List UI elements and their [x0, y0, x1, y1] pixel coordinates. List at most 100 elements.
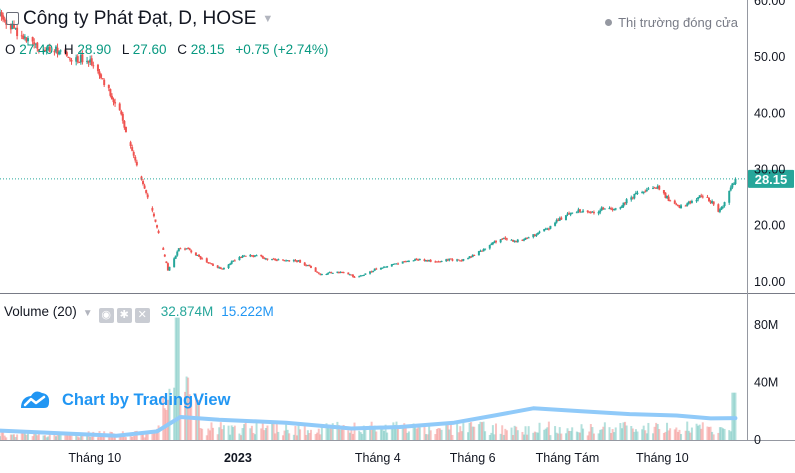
volume-bar: [34, 432, 37, 440]
candle-body: [521, 239, 524, 241]
volume-bar: [467, 432, 470, 440]
candle-body: [194, 252, 197, 256]
volume-bar: [482, 421, 485, 440]
volume-bar: [435, 429, 438, 440]
candle-body: [477, 251, 480, 256]
volume-bar: [484, 431, 487, 440]
candle-body: [494, 241, 497, 243]
candle-body: [580, 211, 583, 213]
candle-body: [644, 191, 647, 193]
candle-body: [184, 248, 187, 250]
volume-legend-label[interactable]: Volume (20): [4, 304, 77, 319]
volume-bar: [445, 423, 448, 440]
volume-bar: [701, 422, 704, 440]
candle-body: [395, 263, 398, 265]
volume-bar: [358, 430, 361, 440]
candle-body: [428, 259, 431, 262]
chevron-down-icon[interactable]: ▼: [82, 308, 93, 319]
volume-bar: [336, 421, 339, 440]
candle-body: [76, 56, 79, 62]
candle-body: [249, 254, 252, 257]
candle-body: [597, 211, 600, 214]
volume-bar: [655, 422, 658, 440]
volume-bar: [241, 428, 244, 440]
candle-body: [210, 263, 213, 265]
candle-body: [140, 176, 143, 180]
ohlc-close-label: C: [177, 42, 188, 57]
volume-bar: [275, 422, 278, 440]
volume-bar: [386, 432, 389, 440]
candle-body: [146, 194, 149, 198]
candle-body: [505, 238, 508, 240]
candle-body: [708, 197, 711, 202]
candle-body: [253, 255, 256, 257]
candle-body: [446, 259, 449, 261]
ohlc-change-value: +0.75 (+2.74%): [235, 42, 329, 57]
candle-body: [698, 195, 701, 198]
candle-body: [16, 27, 19, 37]
volume-bar: [33, 433, 36, 440]
candle-body: [470, 256, 473, 258]
candle-body: [589, 211, 592, 213]
candle-body: [132, 152, 135, 156]
candle-body: [67, 56, 70, 58]
candle-body: [216, 265, 219, 268]
volume-bar: [633, 431, 636, 440]
candle-body: [348, 274, 351, 276]
volume-bar: [305, 434, 308, 440]
candle-body: [370, 271, 373, 273]
candle-body: [196, 254, 199, 256]
candle-body: [229, 263, 232, 265]
tradingview-watermark[interactable]: Chart by TradingView: [18, 388, 230, 412]
volume-bar: [446, 422, 449, 440]
price-tick-label: 60.00: [754, 0, 785, 8]
candle-body: [513, 240, 516, 243]
volume-bar: [341, 428, 344, 440]
candle-body: [120, 111, 123, 115]
volume-bar: [630, 425, 633, 440]
volume-bar: [459, 426, 462, 440]
market-status[interactable]: Thị trường đóng cửa: [605, 15, 738, 30]
candle-body: [372, 270, 375, 272]
candle-body: [45, 50, 48, 52]
candle-body: [34, 43, 37, 45]
price-tick-label: 40.00: [754, 106, 785, 120]
candle-body: [664, 192, 667, 198]
volume-bar: [642, 425, 645, 440]
close-icon[interactable]: ✕: [134, 308, 150, 323]
candle-body: [118, 103, 121, 111]
volume-bar: [610, 433, 613, 440]
volume-bar: [342, 424, 345, 440]
volume-bar: [513, 425, 516, 440]
candle-body: [3, 19, 6, 21]
candle-body: [686, 203, 689, 206]
volume-bar: [533, 431, 536, 440]
candle-body: [373, 268, 376, 271]
volume-bar: [425, 434, 428, 440]
candle-body: [439, 261, 442, 263]
eye-icon[interactable]: ◉: [98, 308, 114, 323]
gear-icon[interactable]: ✱: [116, 308, 132, 323]
candle-body: [121, 113, 124, 121]
candle-body: [165, 261, 168, 263]
candle-body: [263, 257, 266, 259]
symbol-title[interactable]: Công ty Phát Đạt, D, HOSE ▼: [0, 8, 273, 30]
candle-body: [456, 259, 459, 261]
volume-bar: [2, 432, 5, 440]
volume-bar: [295, 435, 298, 440]
candle-body: [230, 261, 233, 264]
chevron-down-icon[interactable]: ▼: [262, 13, 274, 25]
candle-body: [261, 255, 264, 258]
volume-bar: [547, 421, 550, 440]
symbol-icon[interactable]: [6, 12, 19, 25]
candle-body: [680, 205, 683, 209]
ohlc-legend: O 27.40 H 28.90 L 27.60 C 28.15 +0.75 (+…: [5, 42, 328, 57]
candle-body: [131, 147, 134, 151]
candle-body: [188, 248, 191, 251]
volume-bar: [230, 425, 233, 440]
volume-bar: [361, 433, 364, 440]
volume-bar: [494, 423, 497, 440]
volume-bar: [145, 431, 148, 440]
candle-body: [652, 188, 655, 190]
